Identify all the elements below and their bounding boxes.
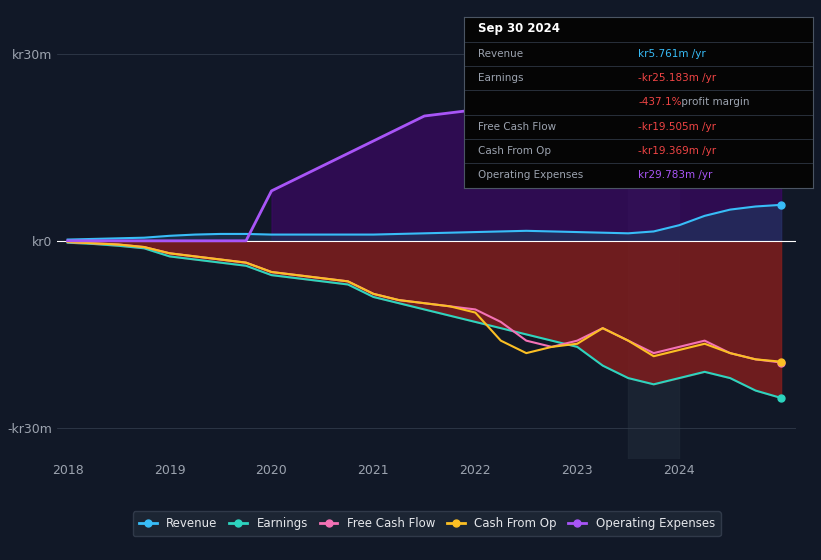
Bar: [628, 22, 679, 459]
Text: kr29.783m /yr: kr29.783m /yr: [639, 170, 713, 180]
Text: Free Cash Flow: Free Cash Flow: [478, 122, 556, 132]
Text: Operating Expenses: Operating Expenses: [478, 170, 583, 180]
Legend: Revenue, Earnings, Free Cash Flow, Cash From Op, Operating Expenses: Revenue, Earnings, Free Cash Flow, Cash …: [133, 511, 721, 536]
Text: Sep 30 2024: Sep 30 2024: [478, 22, 560, 35]
Text: -437.1%: -437.1%: [639, 97, 681, 108]
Text: Cash From Op: Cash From Op: [478, 146, 551, 156]
Text: -kr25.183m /yr: -kr25.183m /yr: [639, 73, 717, 83]
Text: profit margin: profit margin: [678, 97, 750, 108]
Text: -kr19.505m /yr: -kr19.505m /yr: [639, 122, 717, 132]
Text: Revenue: Revenue: [478, 49, 523, 59]
Text: -kr19.369m /yr: -kr19.369m /yr: [639, 146, 717, 156]
Text: Earnings: Earnings: [478, 73, 523, 83]
Text: kr5.761m /yr: kr5.761m /yr: [639, 49, 706, 59]
